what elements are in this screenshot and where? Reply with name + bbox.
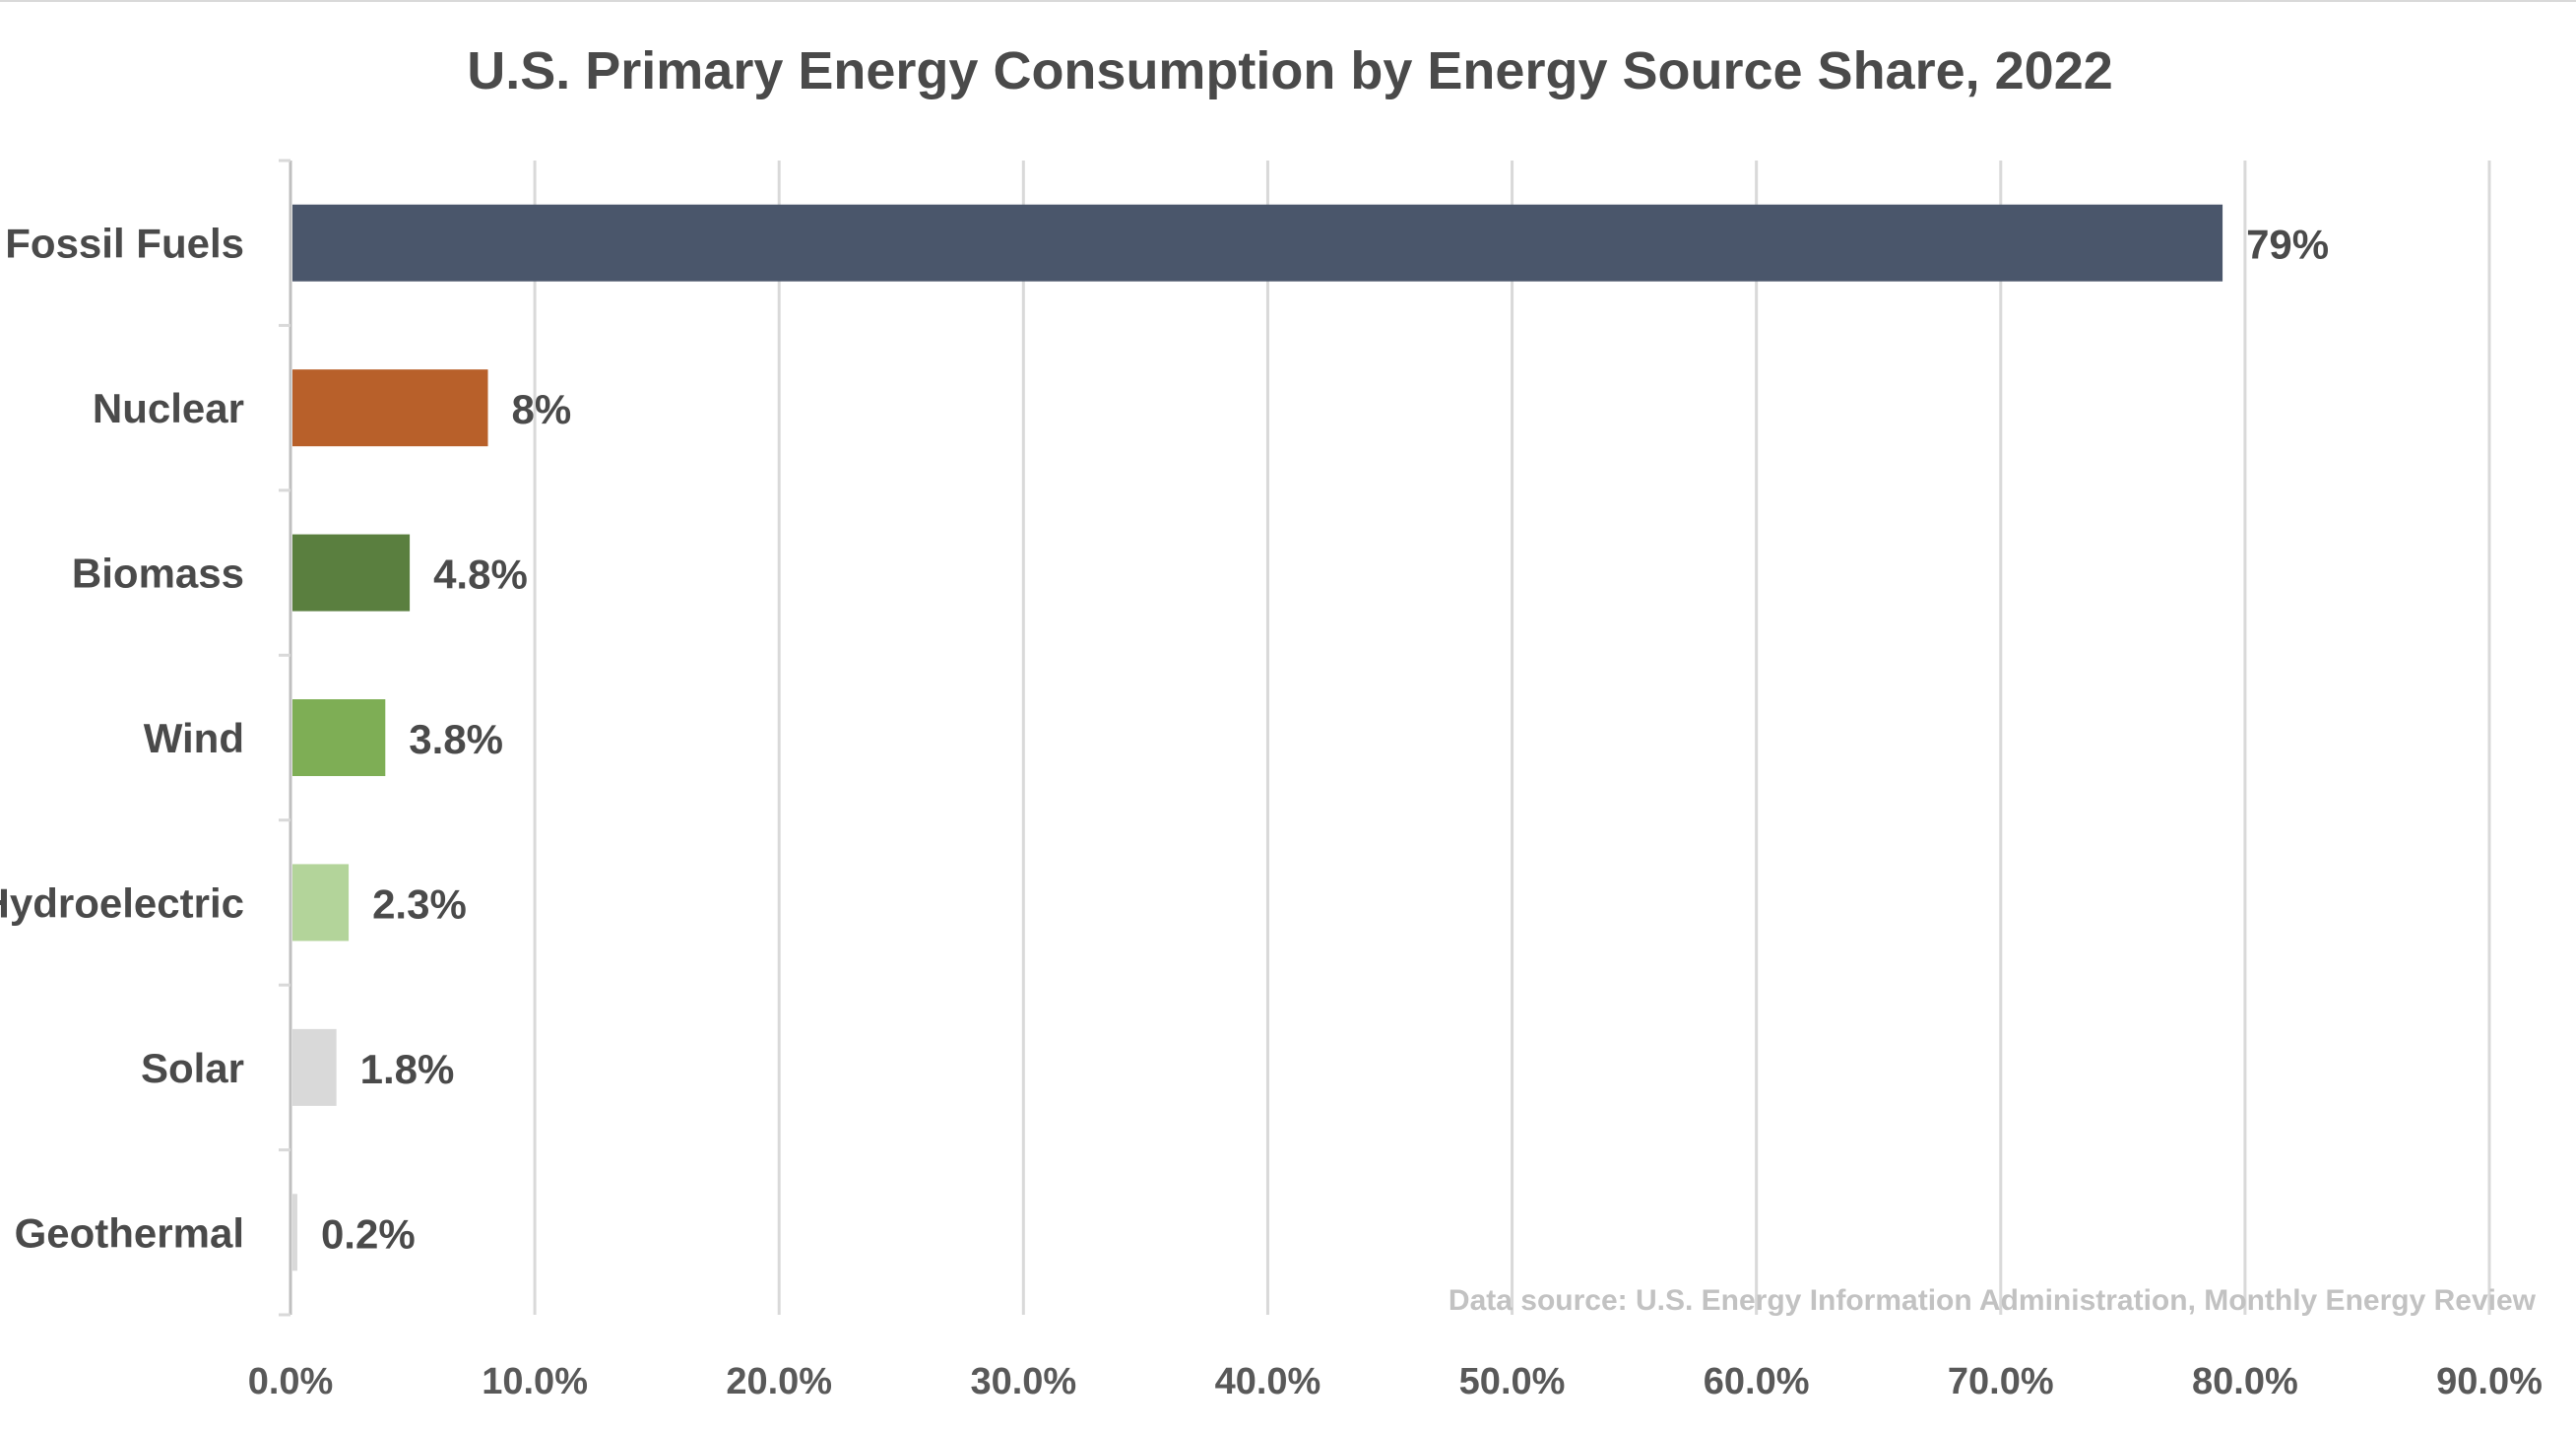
gridlines (279, 159, 2491, 1317)
category-label: Geothermal (15, 1209, 244, 1256)
value-label: 3.8% (409, 716, 503, 762)
value-label: 2.3% (372, 880, 467, 927)
bar (292, 534, 411, 612)
value-label: 4.8% (433, 552, 528, 598)
x-tick-label: 70.0% (1948, 1361, 2054, 1402)
value-label: 79% (2246, 222, 2329, 268)
value-label: 8% (511, 386, 571, 432)
x-tick-label: 0.0% (248, 1361, 334, 1402)
x-tick-label: 50.0% (1459, 1361, 1566, 1402)
x-tick-label: 40.0% (1215, 1361, 1321, 1402)
x-tick-label: 10.0% (482, 1361, 588, 1402)
bar (292, 204, 2223, 282)
chart-title: U.S. Primary Energy Consumption by Energ… (467, 41, 2113, 100)
bar (292, 699, 386, 776)
top-border (0, 0, 2576, 2)
category-label: Hydroelectric (0, 879, 244, 926)
category-label: Wind (144, 715, 244, 761)
bars (292, 204, 2223, 1271)
x-tick-label: 30.0% (970, 1361, 1076, 1402)
value-label: 1.8% (360, 1046, 455, 1092)
category-label: Fossil Fuels (5, 221, 244, 267)
value-label: 0.2% (321, 1210, 416, 1257)
source-note: Data source: U.S. Energy Information Adm… (1449, 1284, 2537, 1317)
bar (292, 1028, 337, 1106)
x-tick-label: 90.0% (2436, 1361, 2543, 1402)
category-label: Biomass (72, 551, 244, 597)
bar (292, 864, 350, 942)
x-tick-label: 60.0% (1704, 1361, 1810, 1402)
x-tick-label: 20.0% (726, 1361, 832, 1402)
category-label: Nuclear (93, 385, 244, 431)
bar (292, 369, 488, 447)
labels: 0.0% 10.0% 20.0% 30.0% 40.0% 50.0% 60.0% 70.0% 8… (0, 221, 2543, 1402)
category-label: Solar (141, 1045, 244, 1091)
bar (292, 1194, 297, 1271)
x-tick-label: 80.0% (2192, 1361, 2298, 1402)
